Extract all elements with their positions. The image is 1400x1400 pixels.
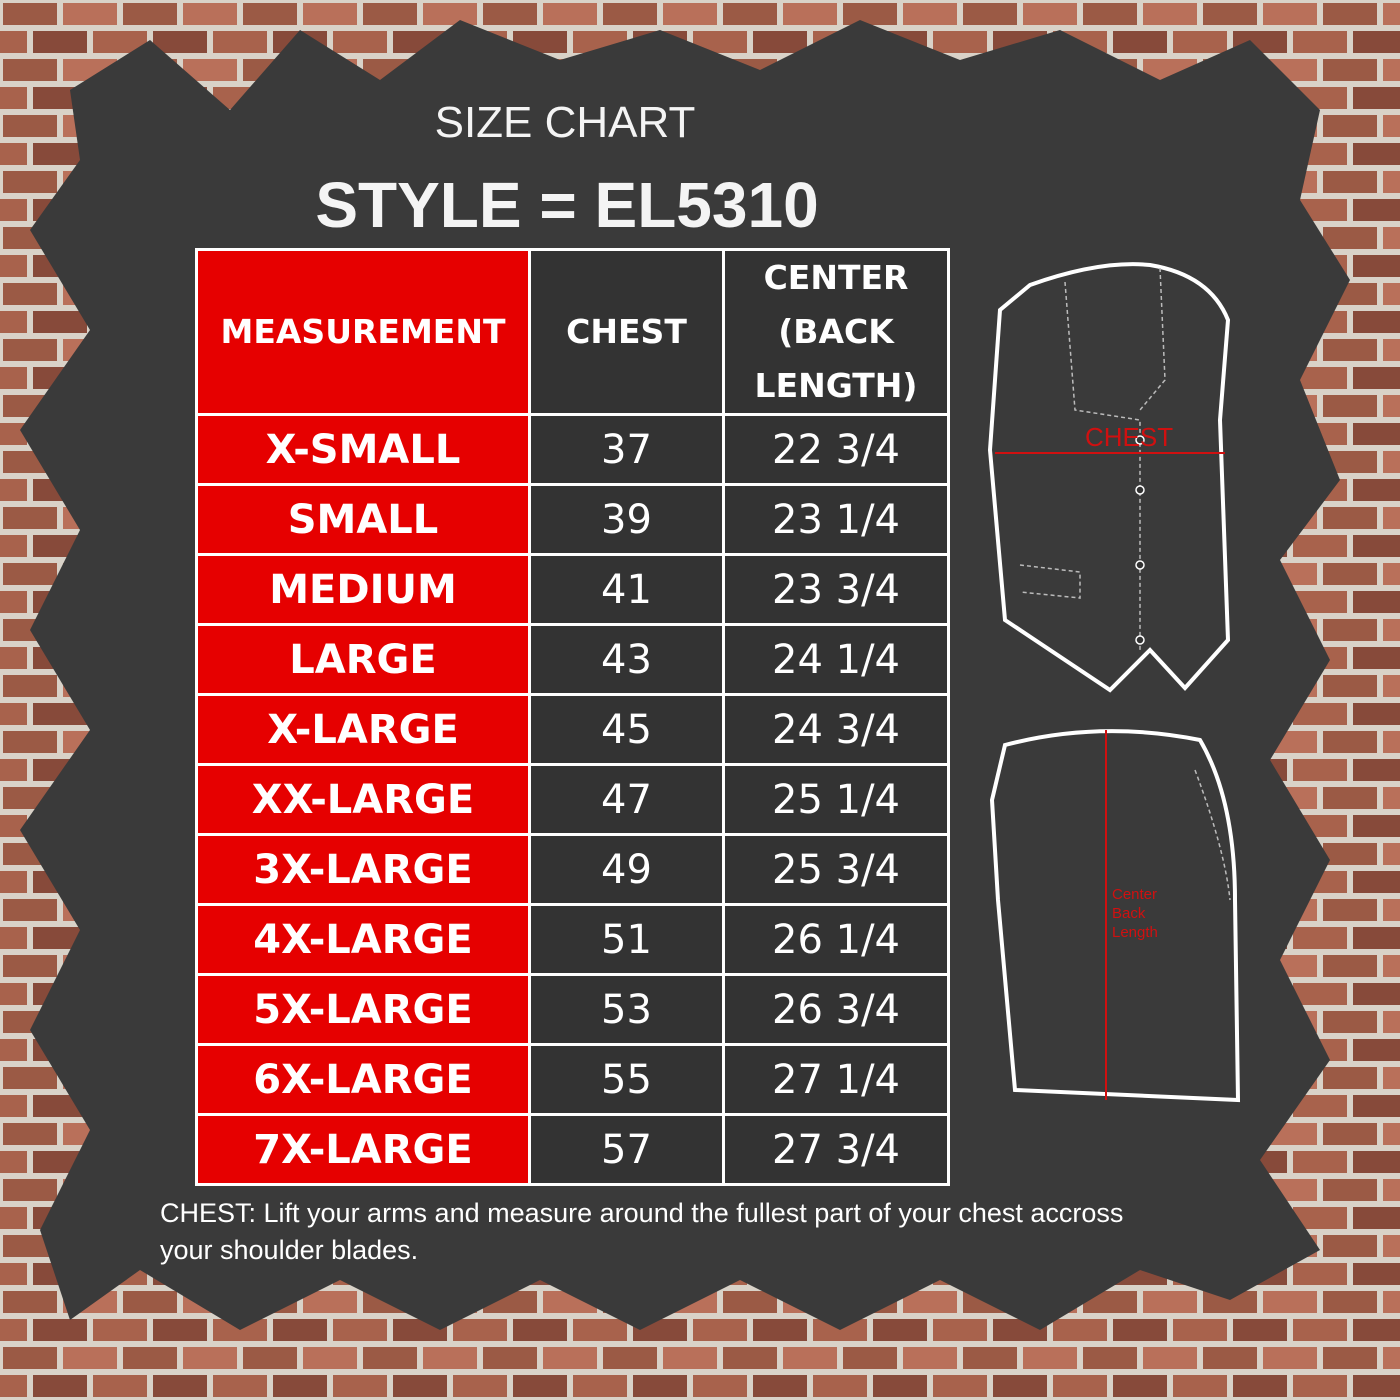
vest-drawing — [987, 262, 1241, 1103]
table-cell: 25 3/4 — [722, 833, 950, 906]
table-cell: XX-LARGE — [195, 763, 531, 836]
table-cell: 37 — [528, 413, 725, 486]
table-cell: 26 1/4 — [722, 903, 950, 976]
table-row: XX-LARGE 47 25 1/4 — [195, 763, 950, 836]
table-cell: 24 3/4 — [722, 693, 950, 766]
table-cell: 26 3/4 — [722, 973, 950, 1046]
table-row: 4X-LARGE 51 26 1/4 — [195, 903, 950, 976]
table-cell: 49 — [528, 833, 725, 906]
table-row: 5X-LARGE 53 26 3/4 — [195, 973, 950, 1046]
table-cell: MEDIUM — [195, 553, 531, 626]
table-cell: 5X-LARGE — [195, 973, 531, 1046]
table-cell: 45 — [528, 693, 725, 766]
table-cell: 55 — [528, 1043, 725, 1116]
table-row: X-SMALL 37 22 3/4 — [195, 413, 950, 486]
table-cell: 22 3/4 — [722, 413, 950, 486]
table-cell: 43 — [528, 623, 725, 696]
header-cell: CHEST — [528, 248, 725, 416]
table-row: MEDIUM 41 23 3/4 — [195, 553, 950, 626]
table-cell: X-SMALL — [195, 413, 531, 486]
table-cell: LARGE — [195, 623, 531, 696]
table-cell: 47 — [528, 763, 725, 836]
table-cell: X-LARGE — [195, 693, 531, 766]
table-cell: 6X-LARGE — [195, 1043, 531, 1116]
table-cell: 39 — [528, 483, 725, 556]
table-cell: 23 1/4 — [722, 483, 950, 556]
table-row: X-LARGE 45 24 3/4 — [195, 693, 950, 766]
table-cell: 27 3/4 — [722, 1113, 950, 1186]
table-cell: 7X-LARGE — [195, 1113, 531, 1186]
table-row: SMALL 39 23 1/4 — [195, 483, 950, 556]
table-cell: 51 — [528, 903, 725, 976]
header-row: MEASUREMENT CHEST CENTER (BACK LENGTH) — [195, 248, 950, 416]
table-cell: SMALL — [195, 483, 531, 556]
table-row: 3X-LARGE 49 25 3/4 — [195, 833, 950, 906]
subtitle: SIZE CHART — [434, 98, 696, 147]
table-cell: 27 1/4 — [722, 1043, 950, 1116]
table-row: LARGE 43 24 1/4 — [195, 623, 950, 696]
table-cell: 57 — [528, 1113, 725, 1186]
header-cell: CENTER (BACK LENGTH) — [722, 248, 950, 416]
back-length-label: Center Back Length — [1112, 886, 1158, 941]
chest-label: CHEST — [1085, 422, 1174, 452]
table-cell: 23 3/4 — [722, 553, 950, 626]
note: CHEST: Lift your arms and measure around… — [160, 1198, 1124, 1265]
size-table: MEASUREMENT CHEST CENTER (BACK LENGTH) X-SM… — [195, 248, 950, 1186]
table-cell: 3X-LARGE — [195, 833, 531, 906]
table-cell: 53 — [528, 973, 725, 1046]
table-row: 7X-LARGE 57 27 3/4 — [195, 1113, 950, 1186]
table-cell: 41 — [528, 553, 725, 626]
table-cell: 24 1/4 — [722, 623, 950, 696]
table-cell: 4X-LARGE — [195, 903, 531, 976]
header-cell: MEASUREMENT — [195, 248, 531, 416]
table-cell: 25 1/4 — [722, 763, 950, 836]
title: STYLE = EL5310 — [315, 169, 819, 241]
table-row: 6X-LARGE 55 27 1/4 — [195, 1043, 950, 1116]
